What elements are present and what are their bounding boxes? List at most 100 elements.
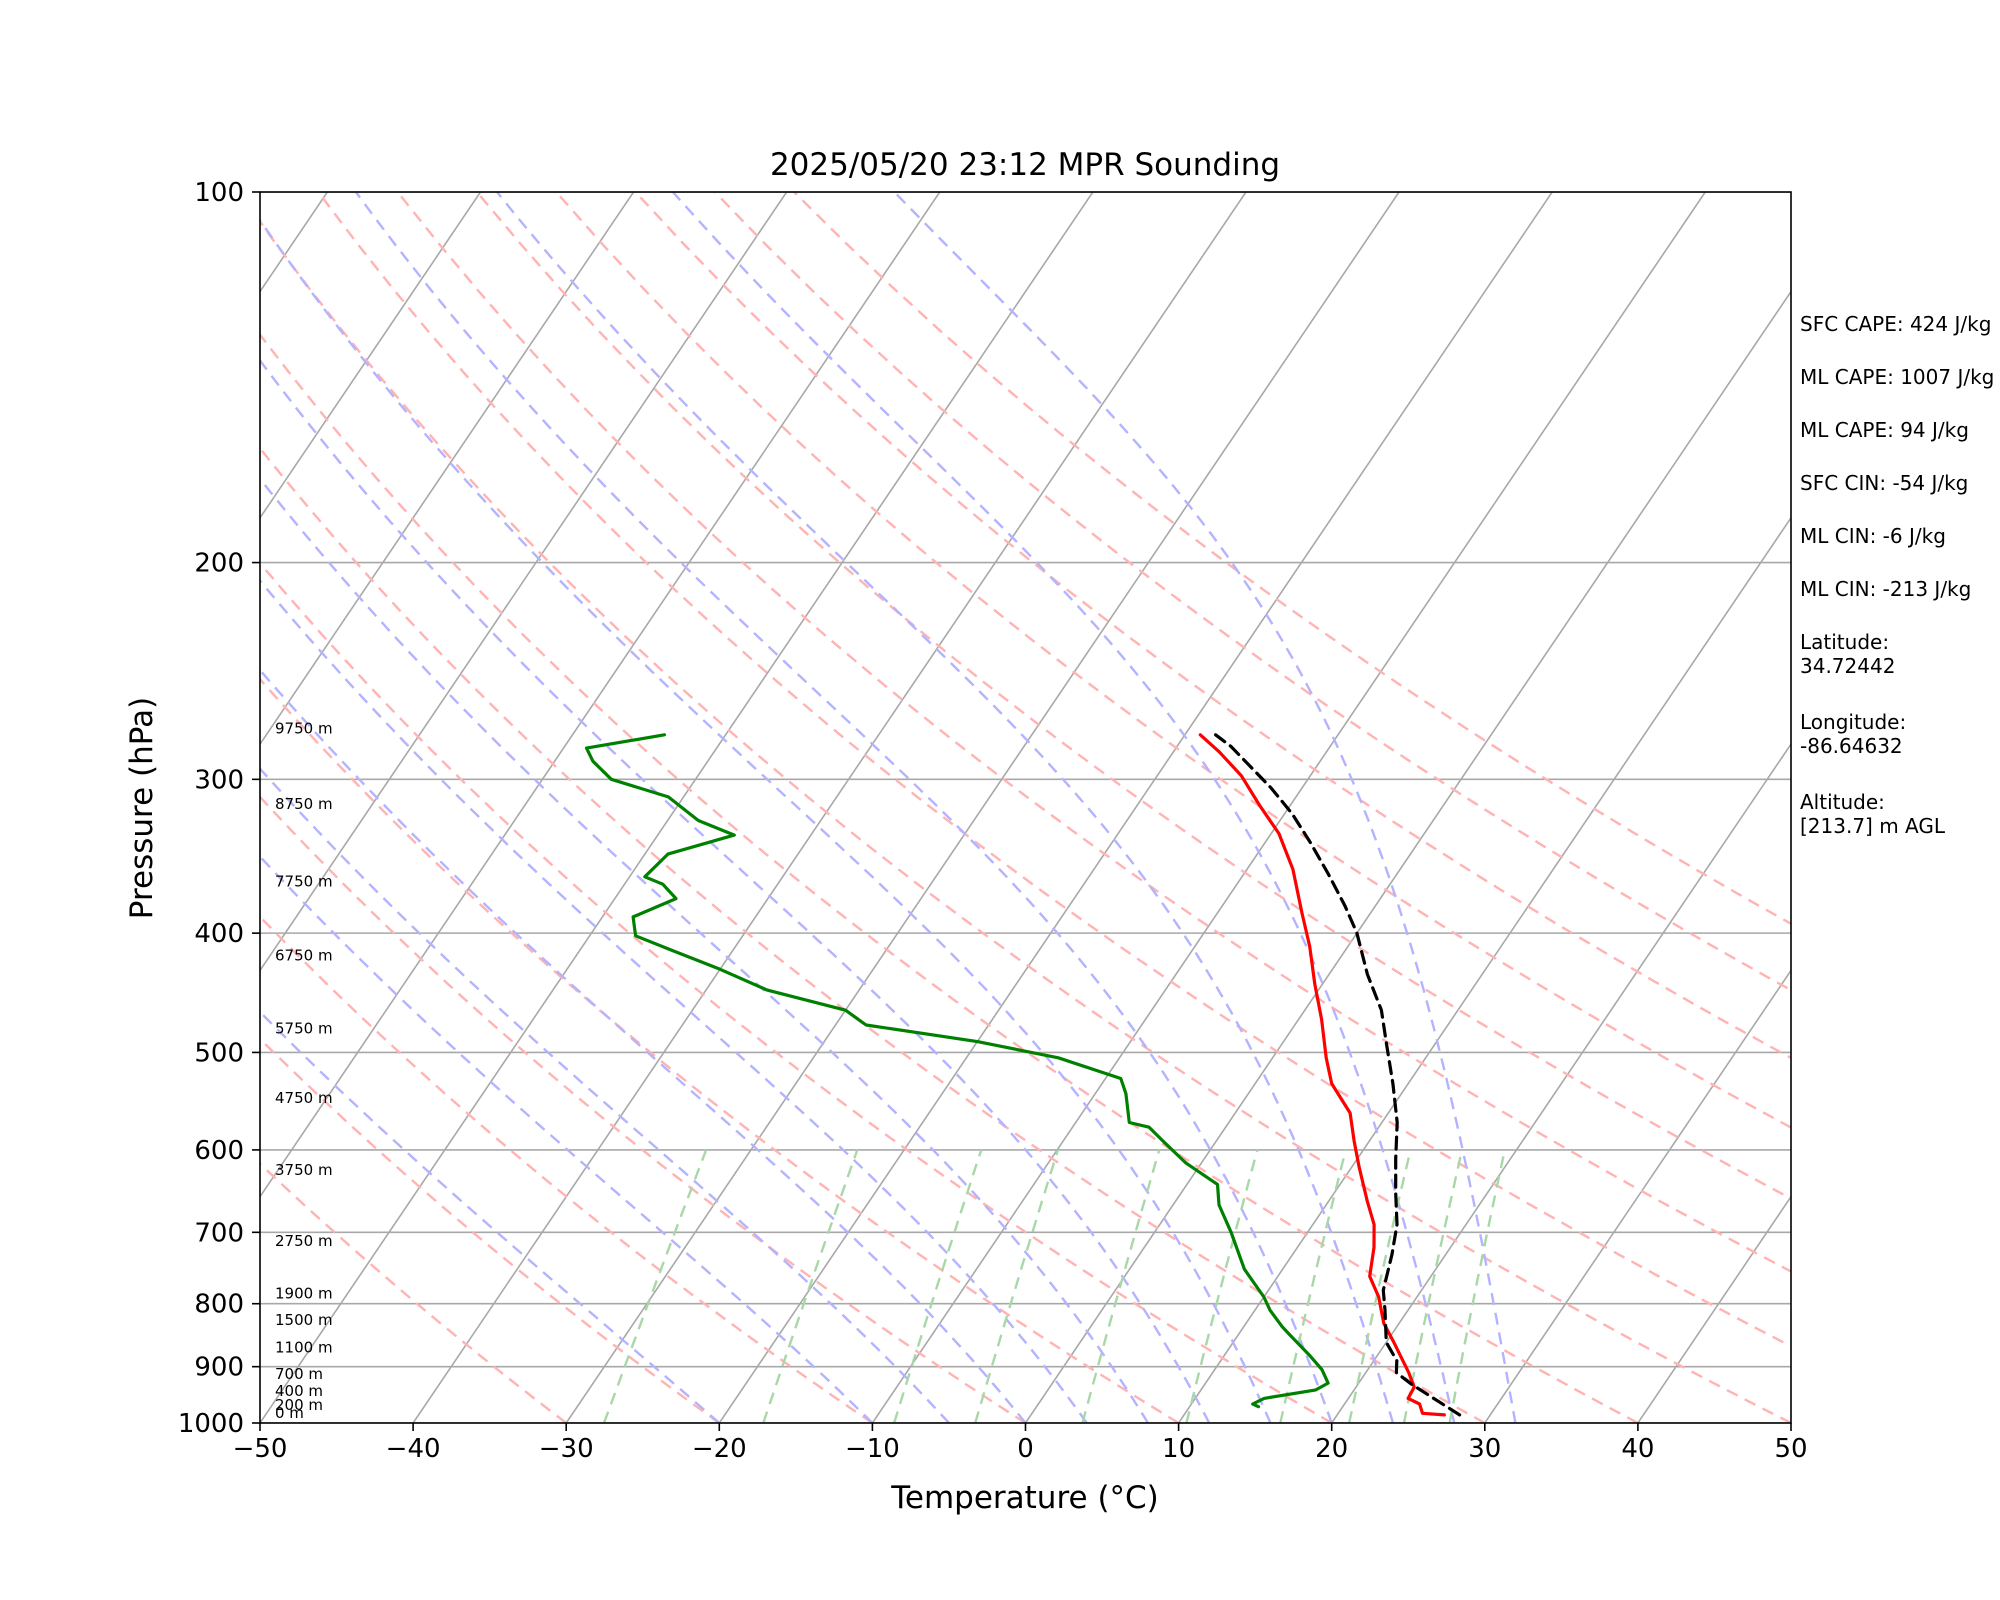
height-label: 3750 m <box>275 1161 333 1179</box>
height-label: 1500 m <box>275 1311 333 1329</box>
moist-adiabat-8 <box>260 476 1150 1423</box>
x-tick-label: 20 <box>1315 1434 1348 1464</box>
x-tick-label: −30 <box>539 1434 594 1464</box>
ml-cape-1: ML CAPE: 1007 J/kg <box>1800 365 1995 389</box>
dry-adiabat-40 <box>260 332 1639 1423</box>
background-grid <box>0 192 1791 1423</box>
x-tick-label: −40 <box>386 1434 441 1464</box>
longitude-label: Longitude: <box>1800 710 1907 734</box>
isotherm--70 <box>260 192 788 972</box>
chart-title: 2025/05/20 23:12 MPR Sounding <box>770 147 1280 183</box>
isotherm--60 <box>260 192 941 1199</box>
ml-cin-row-2: ML CIN: -213 J/kg <box>1800 577 2000 601</box>
dry-adiabat-120 <box>793 192 1791 926</box>
isotherm-10 <box>1177 516 1791 1423</box>
longitude-row: Longitude: -86.64632 <box>1800 710 2000 758</box>
ml-cin-2: ML CIN: -213 J/kg <box>1800 577 1972 601</box>
moist-adiabat-24 <box>496 192 1395 1423</box>
height-label: 1100 m <box>275 1339 333 1357</box>
moist-adiabat-32 <box>893 192 1517 1423</box>
y-tick-label: 800 <box>194 1290 244 1320</box>
ml-cape-row-2: ML CAPE: 94 J/kg <box>1800 418 2000 442</box>
sfc-cin-row: SFC CIN: -54 J/kg <box>1800 471 2000 495</box>
height-label: 9750 m <box>275 720 333 738</box>
moist-adiabat--5 <box>260 766 950 1423</box>
isotherm-30 <box>1484 968 1791 1423</box>
moist-adiabat--20 <box>260 1010 721 1423</box>
dry-adiabat-60 <box>317 192 1791 1348</box>
x-tick-label: 30 <box>1468 1434 1501 1464</box>
ml-cin-1: ML CIN: -6 J/kg <box>1800 524 1946 548</box>
height-label: 2750 m <box>275 1232 333 1250</box>
isotherm--30 <box>565 192 1400 1423</box>
isotherm-40 <box>1637 1195 1791 1423</box>
dewpoint-trace <box>584 733 1330 1409</box>
x-tick-label: 40 <box>1621 1434 1654 1464</box>
height-label: 400 m <box>275 1382 323 1400</box>
y-tick-label: 1000 <box>178 1409 244 1439</box>
x-axis-label: Temperature (°C) <box>890 1480 1159 1516</box>
height-label: 1900 m <box>275 1285 333 1303</box>
latitude-value: 34.72442 <box>1800 654 1896 678</box>
mixing-ratio-0.4 <box>602 1149 708 1423</box>
dry-adiabat--30 <box>260 1162 567 1423</box>
height-label: 0 m <box>275 1404 304 1422</box>
height-label: 7750 m <box>275 872 333 890</box>
dry-adiabat--10 <box>260 915 874 1423</box>
latitude-label: Latitude: <box>1800 630 1890 654</box>
y-tick-label: 600 <box>194 1136 244 1166</box>
x-tick-label: 0 <box>1017 1434 1034 1464</box>
dry-adiabat-30 <box>260 446 1486 1423</box>
y-axis-label: Pressure (hPa) <box>124 697 160 919</box>
height-label: 8750 m <box>275 795 333 813</box>
isotherm--80 <box>260 192 635 746</box>
y-tick-label: 200 <box>194 549 244 579</box>
mixing-ratio-2 <box>892 1149 983 1423</box>
moist-adiabat-4 <box>260 578 1088 1423</box>
moist-adiabat-20 <box>354 192 1333 1423</box>
altitude-value: [213.7] m AGL <box>1800 814 1946 838</box>
isotherm-20 <box>1331 742 1791 1423</box>
ml-cin-row-1: ML CIN: -6 J/kg <box>1800 524 2000 548</box>
dry-adiabat-70 <box>396 192 1791 1273</box>
mixing-ratio-24 <box>1448 1149 1506 1423</box>
height-label: 4750 m <box>275 1089 333 1107</box>
moist-adiabat-16 <box>260 218 1272 1423</box>
dry-adiabat-0 <box>260 795 1027 1423</box>
moist-adiabat-12 <box>260 358 1211 1423</box>
parcel-trace <box>1214 733 1462 1417</box>
temperature-trace <box>1198 733 1446 1417</box>
x-tick-label: −20 <box>692 1434 747 1464</box>
ml-cape-row-1: ML CAPE: 1007 J/kg <box>1800 365 2000 389</box>
height-label: 5750 m <box>275 1019 333 1037</box>
mixing-ratio-20 <box>1402 1149 1464 1423</box>
moist-adiabat--10 <box>260 854 874 1423</box>
dry-adiabat-80 <box>475 192 1791 1200</box>
y-tick-label: 900 <box>194 1353 244 1383</box>
ml-cape-2: ML CAPE: 94 J/kg <box>1800 418 1969 442</box>
isotherm--90 <box>260 192 482 520</box>
height-label: 700 m <box>275 1365 323 1383</box>
isotherm--40 <box>412 192 1247 1423</box>
mixing-ratio-5 <box>1081 1149 1161 1423</box>
x-tick-label: −10 <box>845 1434 900 1464</box>
y-tick-label: 500 <box>194 1038 244 1068</box>
dry-adiabat-90 <box>555 192 1791 1129</box>
isotherm--120 <box>0 192 21 1423</box>
dry-adiabat-10 <box>260 677 1180 1423</box>
mixing-ratio-1 <box>762 1149 859 1423</box>
height-label: 200 m <box>275 1396 323 1414</box>
sfc-cin: SFC CIN: -54 J/kg <box>1800 471 1969 495</box>
sounding-traces <box>584 733 1462 1417</box>
sounding-parameters-panel: SFC CAPE: 424 J/kg ML CAPE: 1007 J/kg ML… <box>1800 312 2000 870</box>
isotherm--50 <box>260 192 1094 1423</box>
mixing-ratio-3 <box>974 1149 1060 1423</box>
y-tick-label: 700 <box>194 1218 244 1248</box>
x-tick-label: 10 <box>1162 1434 1195 1464</box>
mixing-ratio-12 <box>1279 1149 1347 1423</box>
dry-adiabat-100 <box>634 192 1791 1060</box>
dry-adiabat--20 <box>260 1037 721 1423</box>
height-label: 6750 m <box>275 947 333 965</box>
